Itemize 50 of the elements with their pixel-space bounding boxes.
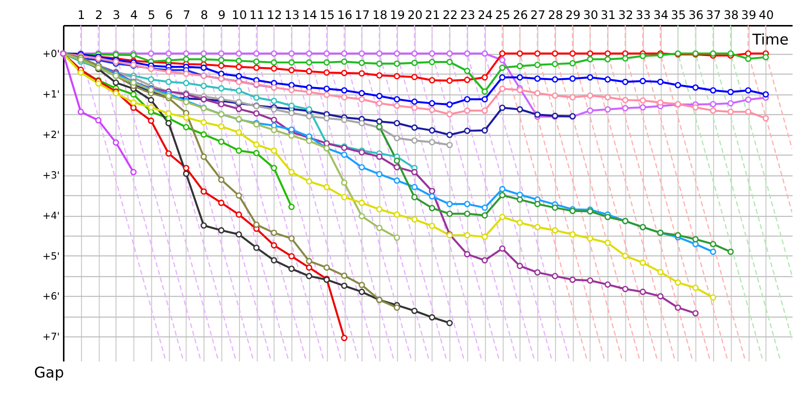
x-tick-label: 15	[320, 8, 335, 22]
x-tick-label: 12	[266, 8, 282, 22]
x-tick-label: 35	[670, 8, 686, 22]
x-tick-label: 19	[390, 8, 405, 22]
x-tick-label: 28	[548, 8, 564, 22]
x-tick-label: 30	[583, 8, 598, 22]
x-tick-label: 23	[460, 8, 476, 22]
x-tick-label: 17	[354, 8, 370, 22]
y-tick-label: +0'	[42, 49, 60, 60]
y-tick-label: +2'	[42, 130, 60, 141]
x-tick-label: 13	[284, 8, 300, 22]
x-tick-label: 2	[95, 8, 103, 22]
x-tick-label: 39	[741, 8, 756, 22]
x-tick-label: 1	[77, 8, 86, 22]
x-tick-label: 5	[148, 8, 156, 22]
x-tick-label: 8	[200, 8, 208, 22]
y-tick-label: +4'	[42, 210, 60, 222]
x-tick-label: 3	[112, 8, 120, 22]
x-tick-label: 25	[495, 8, 510, 22]
x-tick-label: 21	[425, 8, 440, 22]
x-tick-label: 34	[653, 8, 668, 22]
x-tick-label: 9	[218, 8, 226, 22]
x-tick-label: 24	[478, 8, 493, 22]
x-tick-label: 29	[566, 8, 581, 22]
x-tick-label: 11	[249, 8, 264, 22]
x-tick-label: 10	[232, 8, 247, 22]
y-tick-label: +3'	[42, 170, 60, 182]
x-tick-label: 4	[130, 8, 138, 22]
x-tick-label: 38	[724, 8, 739, 22]
y-tick-label: +6'	[42, 292, 60, 303]
x-tick-label: 36	[688, 8, 704, 22]
x-tick-label: 16	[337, 8, 352, 22]
x-tick-label: 32	[618, 8, 634, 22]
y-tick-label: +7'	[42, 332, 60, 344]
x-tick-label: 27	[530, 8, 546, 22]
x-tick-label: 37	[706, 8, 722, 22]
x-tick-label: 18	[372, 8, 388, 22]
y-tick-label: +5'	[42, 251, 60, 262]
x-tick-label: 31	[600, 8, 616, 22]
y-axis-title: Gap	[34, 364, 64, 382]
y-tick-label: +1'	[42, 89, 60, 100]
x-tick-label: 6	[165, 8, 173, 22]
x-tick-label: 14	[302, 8, 318, 22]
x-tick-label: 7	[182, 8, 190, 22]
x-tick-label: 40	[758, 8, 774, 22]
x-axis-title: Time	[751, 31, 789, 48]
x-tick-label: 22	[442, 8, 458, 22]
x-tick-label: 33	[636, 8, 651, 22]
x-tick-label: 20	[407, 8, 423, 22]
x-tick-label: 26	[512, 8, 528, 22]
